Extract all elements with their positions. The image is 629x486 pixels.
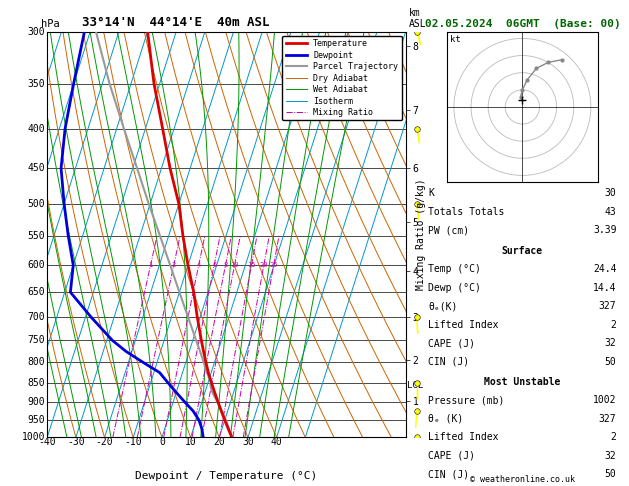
Text: 40: 40 [270, 437, 282, 448]
Text: 30: 30 [604, 189, 616, 198]
Text: Temp (°C): Temp (°C) [428, 264, 481, 274]
Text: CAPE (J): CAPE (J) [428, 451, 476, 461]
Text: 2: 2 [172, 262, 176, 268]
Text: 1000: 1000 [22, 433, 45, 442]
Text: hPa: hPa [41, 19, 60, 29]
Text: 14.4: 14.4 [593, 283, 616, 293]
Text: K: K [428, 189, 434, 198]
Text: Surface: Surface [502, 246, 543, 256]
Text: 0: 0 [159, 437, 165, 448]
Text: Lifted Index: Lifted Index [428, 433, 499, 442]
Text: km
ASL: km ASL [409, 8, 426, 29]
Text: 900: 900 [28, 397, 45, 407]
Text: 300: 300 [28, 27, 45, 36]
Text: 24.4: 24.4 [593, 264, 616, 274]
Text: 32: 32 [604, 451, 616, 461]
Text: 8: 8 [223, 262, 228, 268]
Text: Mixing Ratio (g/kg): Mixing Ratio (g/kg) [416, 179, 426, 290]
Text: 450: 450 [28, 163, 45, 173]
Text: Dewpoint / Temperature (°C): Dewpoint / Temperature (°C) [135, 471, 318, 481]
Text: 43: 43 [604, 207, 616, 217]
Text: 6: 6 [212, 262, 216, 268]
Text: 2: 2 [611, 320, 616, 330]
Text: Pressure (mb): Pressure (mb) [428, 396, 504, 405]
Text: 1002: 1002 [593, 396, 616, 405]
Text: 20: 20 [260, 262, 268, 268]
Text: Totals Totals: Totals Totals [428, 207, 504, 217]
Text: -20: -20 [96, 437, 113, 448]
Text: 400: 400 [28, 123, 45, 134]
Text: kt: kt [450, 35, 461, 44]
Text: Lifted Index: Lifted Index [428, 320, 499, 330]
Text: θₑ(K): θₑ(K) [428, 301, 458, 311]
Text: CAPE (J): CAPE (J) [428, 338, 476, 348]
Text: 20: 20 [213, 437, 225, 448]
Text: 2: 2 [611, 433, 616, 442]
Text: 500: 500 [28, 199, 45, 209]
Text: θₑ (K): θₑ (K) [428, 414, 464, 424]
Text: 50: 50 [604, 469, 616, 479]
Text: 3.39: 3.39 [593, 226, 616, 235]
Legend: Temperature, Dewpoint, Parcel Trajectory, Dry Adiabat, Wet Adiabat, Isotherm, Mi: Temperature, Dewpoint, Parcel Trajectory… [282, 36, 401, 121]
Text: 10: 10 [185, 437, 196, 448]
Text: -10: -10 [125, 437, 142, 448]
Text: Most Unstable: Most Unstable [484, 377, 560, 387]
Text: 327: 327 [599, 414, 616, 424]
Text: 350: 350 [28, 79, 45, 88]
Text: 550: 550 [28, 231, 45, 241]
Text: LCL: LCL [408, 382, 423, 390]
Text: Dewp (°C): Dewp (°C) [428, 283, 481, 293]
Text: 650: 650 [28, 287, 45, 297]
Text: 25: 25 [269, 262, 278, 268]
Text: 32: 32 [604, 338, 616, 348]
Text: 50: 50 [604, 357, 616, 366]
Text: 10: 10 [230, 262, 239, 268]
Text: 15: 15 [247, 262, 255, 268]
Text: 33°14'N  44°14'E  40m ASL: 33°14'N 44°14'E 40m ASL [82, 16, 269, 29]
Text: 850: 850 [28, 378, 45, 388]
Text: 327: 327 [599, 301, 616, 311]
Text: -40: -40 [38, 437, 56, 448]
Text: 750: 750 [28, 335, 45, 346]
Text: -30: -30 [67, 437, 85, 448]
Text: 600: 600 [28, 260, 45, 270]
Text: 700: 700 [28, 312, 45, 322]
Text: 800: 800 [28, 357, 45, 367]
Text: © weatheronline.co.uk: © weatheronline.co.uk [470, 474, 575, 484]
Text: CIN (J): CIN (J) [428, 469, 469, 479]
Text: CIN (J): CIN (J) [428, 357, 469, 366]
Text: PW (cm): PW (cm) [428, 226, 469, 235]
Text: 02.05.2024  06GMT  (Base: 00): 02.05.2024 06GMT (Base: 00) [425, 19, 620, 29]
Text: 1: 1 [148, 262, 153, 268]
Text: 30: 30 [242, 437, 254, 448]
Text: 4: 4 [197, 262, 201, 268]
Text: 950: 950 [28, 415, 45, 425]
